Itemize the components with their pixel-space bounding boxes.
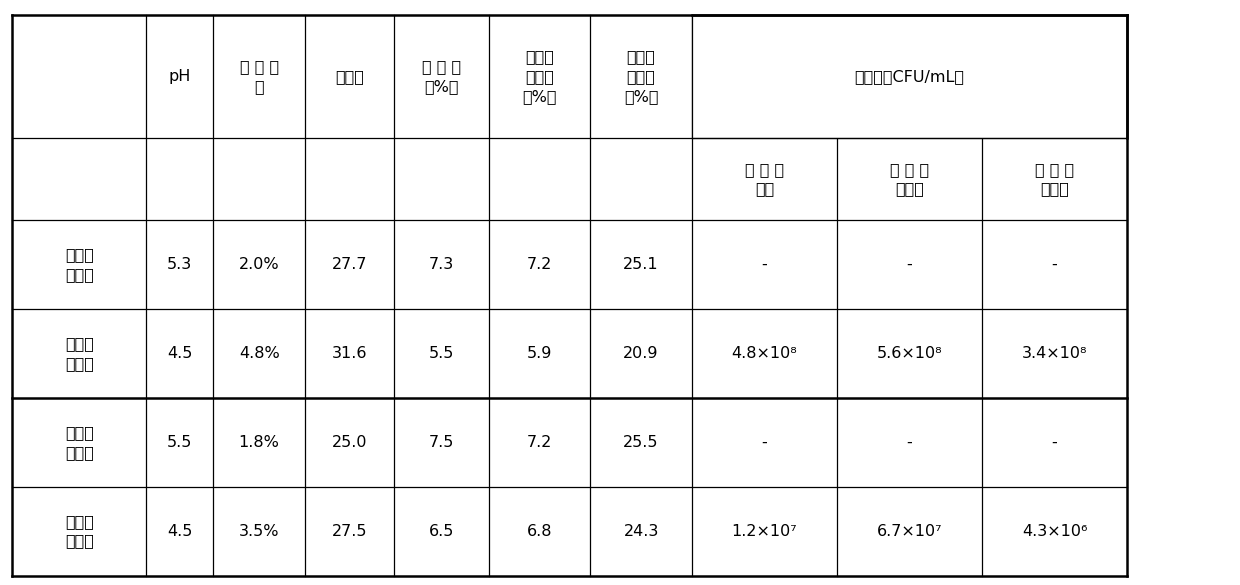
Text: 酸性洗
涤纤维
（%）: 酸性洗 涤纤维 （%） [522, 49, 557, 104]
Text: 25.0: 25.0 [332, 435, 367, 450]
Text: -: - [761, 257, 768, 272]
Bar [692, 15, 1127, 138]
Text: 活菌数（CFU/mL）: 活菌数（CFU/mL） [854, 69, 965, 84]
Text: 5.9: 5.9 [527, 346, 552, 361]
Text: 7.5: 7.5 [429, 435, 454, 450]
Text: 对照组
发酵前: 对照组 发酵前 [64, 425, 94, 460]
Text: 4.8%: 4.8% [239, 346, 279, 361]
Text: 滴 定 酸
度: 滴 定 酸 度 [239, 59, 279, 94]
Text: 6.5: 6.5 [429, 524, 454, 539]
Text: 地 衣 芽
孢杆菌: 地 衣 芽 孢杆菌 [890, 161, 929, 197]
Text: 5.5: 5.5 [167, 435, 192, 450]
Text: 5.5: 5.5 [429, 346, 454, 361]
Text: 25.5: 25.5 [624, 435, 658, 450]
Text: 对照组
发酵后: 对照组 发酵后 [64, 514, 94, 549]
Text: -: - [906, 435, 913, 450]
Text: 31.6: 31.6 [332, 346, 367, 361]
Text: 5.6×10⁸: 5.6×10⁸ [877, 346, 942, 361]
Text: 粗蛋白: 粗蛋白 [335, 69, 365, 84]
Text: 中性洗
涤纤维
（%）: 中性洗 涤纤维 （%） [624, 49, 658, 104]
Text: 7.3: 7.3 [429, 257, 454, 272]
Text: -: - [906, 257, 913, 272]
Text: 2.0%: 2.0% [239, 257, 279, 272]
Text: 20.9: 20.9 [624, 346, 658, 361]
Text: 24.3: 24.3 [624, 524, 658, 539]
Text: 27.5: 27.5 [332, 524, 367, 539]
Text: 1.2×10⁷: 1.2×10⁷ [732, 524, 797, 539]
Text: 实验组
发酵后: 实验组 发酵后 [64, 336, 94, 371]
Text: -: - [1052, 257, 1058, 272]
Text: 实验组
发酵前: 实验组 发酵前 [64, 247, 94, 282]
Text: 6.8: 6.8 [527, 524, 552, 539]
Text: 25.1: 25.1 [624, 257, 658, 272]
Text: 4.5: 4.5 [167, 346, 192, 361]
Text: 植 物 乳
杆菌: 植 物 乳 杆菌 [745, 161, 784, 197]
Text: 4.5: 4.5 [167, 524, 192, 539]
Text: 7.2: 7.2 [527, 435, 552, 450]
Text: 3.5%: 3.5% [239, 524, 279, 539]
Text: 3.4×10⁸: 3.4×10⁸ [1022, 346, 1087, 361]
Text: 4.3×10⁶: 4.3×10⁶ [1022, 524, 1087, 539]
Text: 粗 纤 维
（%）: 粗 纤 维 （%） [422, 59, 461, 94]
Text: 4.8×10⁸: 4.8×10⁸ [732, 346, 797, 361]
Text: 27.7: 27.7 [332, 257, 367, 272]
Text: -: - [761, 435, 768, 450]
Text: 7.2: 7.2 [527, 257, 552, 272]
Text: pH: pH [169, 69, 191, 84]
Text: 产 朊 假
丝酵母: 产 朊 假 丝酵母 [1035, 161, 1074, 197]
Text: 5.3: 5.3 [167, 257, 192, 272]
Text: 6.7×10⁷: 6.7×10⁷ [877, 524, 942, 539]
Text: -: - [1052, 435, 1058, 450]
Text: 1.8%: 1.8% [239, 435, 279, 450]
